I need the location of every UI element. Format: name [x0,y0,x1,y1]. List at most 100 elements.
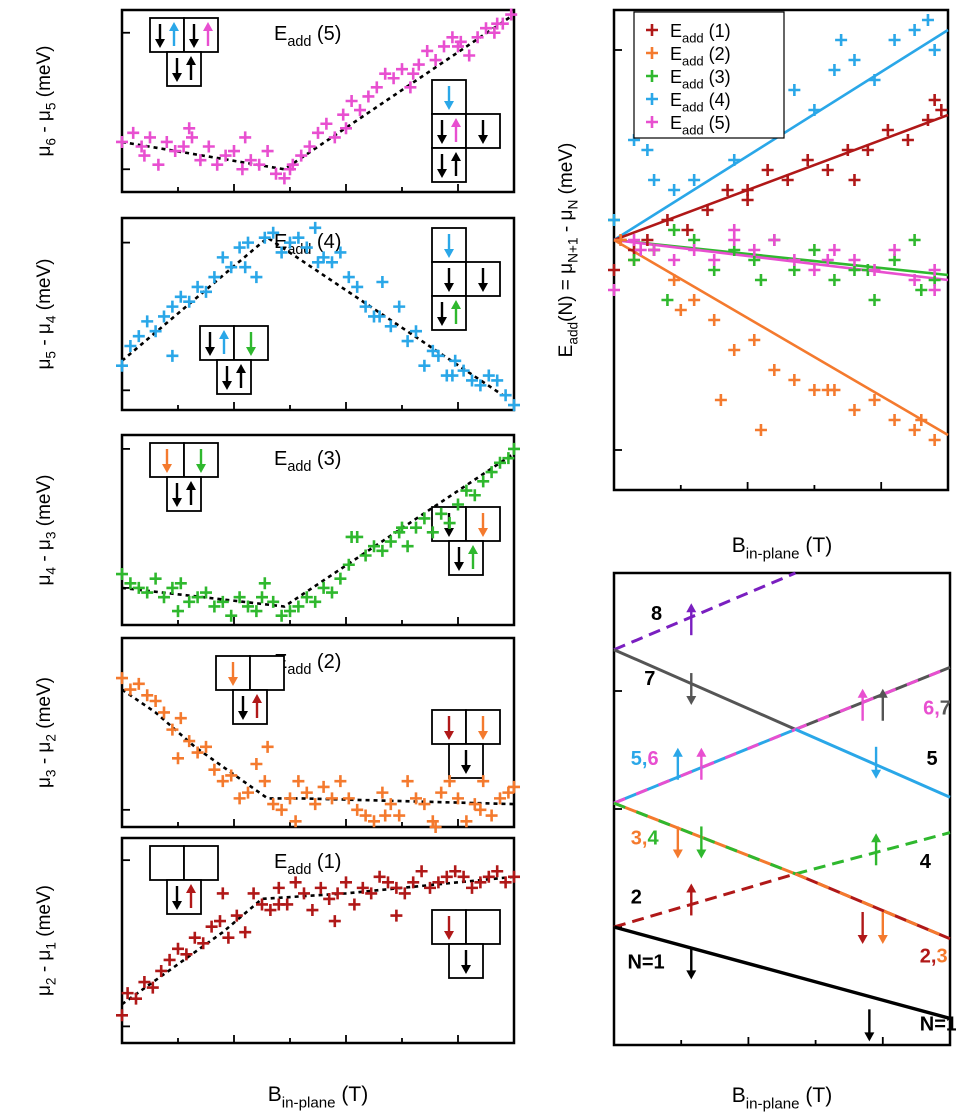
data-point [284,163,296,176]
panel-f: Bin-plane (T)Eadd(N) = μN+1 - μN (meV)Ea… [556,8,950,562]
data-point [362,90,375,103]
level-line [613,872,796,929]
data-point [808,104,821,116]
data-point [250,271,263,284]
data-point [314,881,327,894]
data-point [781,174,794,186]
data-point [648,174,661,186]
data-point [275,803,288,816]
label-part: B [732,1084,746,1107]
data-point [284,792,296,805]
data-point [328,915,341,928]
data-point [158,310,170,323]
spin-down-arrow-icon [238,696,248,720]
arrow-head [444,249,454,258]
plot-frame [120,216,516,412]
spin-down-arrow-icon [189,24,199,48]
data-point [258,577,271,590]
legend-marker [646,24,658,36]
data-point [354,104,366,117]
subscript: add [682,30,704,45]
spin-up-arrow-icon [857,688,868,721]
orbital-box [183,17,219,53]
data-point [494,456,506,469]
arrow-head [238,711,248,720]
arrow-head [451,152,461,161]
data-point [410,325,422,338]
data-point [418,359,431,372]
label-part: (meV) [34,677,55,734]
level-label: 8 [651,603,662,625]
data-point [468,798,481,811]
level-label-part: 2 [920,945,931,967]
orbital-box [183,845,219,881]
arrow-head [478,135,488,144]
arrow-head [864,1032,875,1042]
orbital-box-diagram [431,709,501,779]
data-point [239,131,252,144]
label-part: (5) [704,113,731,133]
level-label-part: 6 [647,748,658,770]
data-point [888,414,901,426]
plot-frame [120,433,516,627]
panel-title: Eadd (3) [274,448,341,475]
data-point [881,124,894,136]
data-point [317,780,330,793]
data-point [401,775,414,788]
label-part: (meV) [556,143,577,200]
data-point [921,14,934,26]
data-point [499,389,512,402]
arrow-head [478,283,488,292]
data-point [328,131,341,144]
data-point [368,815,380,828]
spin-up-arrow-icon [686,603,697,636]
arrow-head [228,677,238,686]
data-point [482,870,495,883]
orbital-box-diagram [431,227,501,331]
arrow-head [468,545,478,554]
data-point [236,163,249,176]
data-point [661,214,674,226]
subscript: add [287,34,311,50]
data-point [250,605,263,618]
plot-frame [120,636,516,829]
arrow-head [186,884,196,893]
label-part: (meV) [34,474,55,531]
spin-up-arrow-icon [186,56,196,80]
x-axis-label: Bin-plane (T) [732,534,832,562]
plot-frame [120,8,516,194]
data-point [429,821,442,833]
data-point [359,809,372,822]
spin-down-arrow-icon [454,547,464,571]
data-point [848,54,861,66]
panel-d: μ3 - μ2 (meV)Eadd (2) [34,636,520,833]
arrow-head [172,901,182,910]
data-point [177,140,190,153]
data-point [166,723,179,736]
data-point [342,792,355,805]
level-label-part: , [931,945,937,967]
subscript: add [287,459,311,475]
spin-down-arrow-icon [478,120,488,144]
level-line [795,831,951,876]
spin-up-arrow-icon [451,118,461,142]
data-point [748,244,761,256]
arrow-head [444,931,454,940]
arrow-head [461,765,471,774]
data-point [200,586,212,599]
subscript: N+1 [566,237,581,262]
level-label-part: , [642,748,648,770]
subscript: add [682,122,704,137]
data-point [502,786,515,799]
level-label-part: 7 [940,698,951,720]
data-point [303,140,316,153]
arrow-head [451,118,461,127]
data-point [768,364,781,376]
panel-c: μ4 - μ3 (meV) Eadd (3) [34,433,520,627]
data-point [446,369,459,382]
data-point [452,498,464,511]
data-point [183,595,196,608]
y-axis-label: μ6 - μ5 (meV) [34,45,59,156]
data-point [928,94,941,106]
spin-down-arrow-icon [228,662,238,686]
